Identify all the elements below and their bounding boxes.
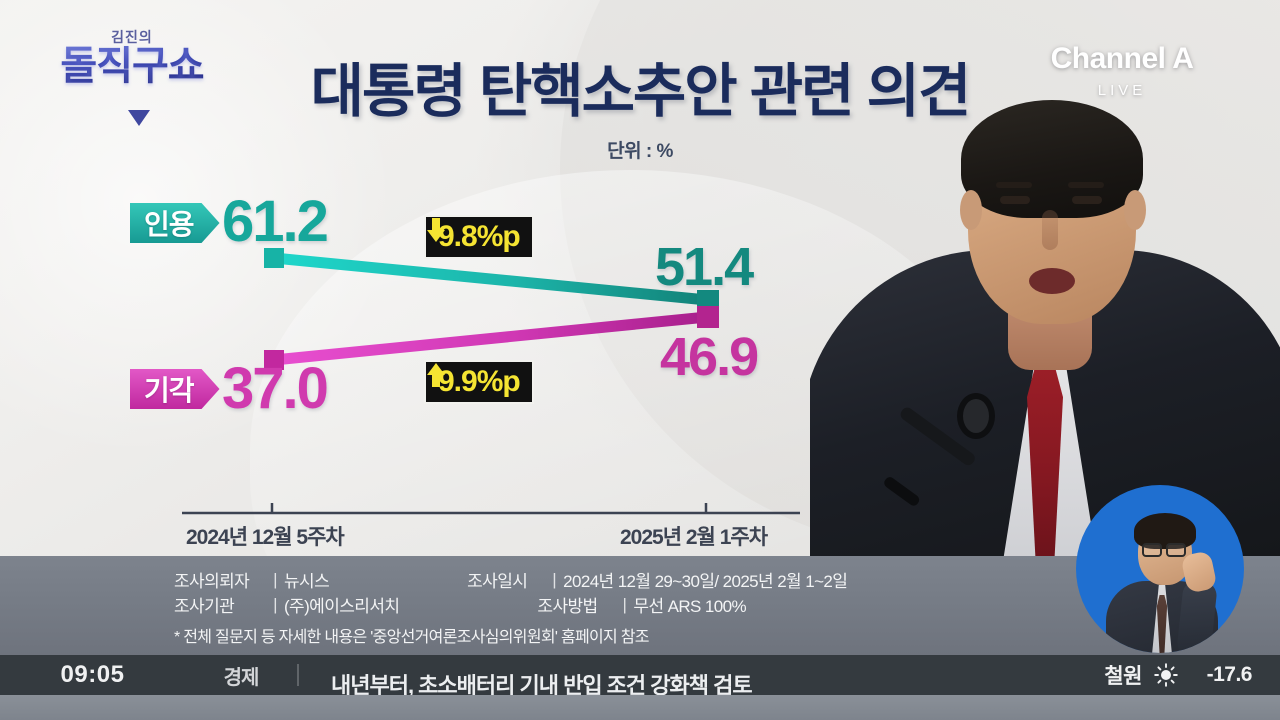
series-point-accept-start <box>264 248 284 268</box>
interpreter-tie <box>1156 595 1168 653</box>
survey-footnote: * 전체 질문지 등 자세한 내용은 '중앙선거여론조사심의위원회' 홈페이지 … <box>174 629 650 646</box>
guest-brow-left <box>996 182 1032 188</box>
series-point-reject-end <box>697 306 719 328</box>
show-logo: 김진의 돌직구쇼 <box>52 29 212 126</box>
survey-method-value: 무선 ARS 100% <box>633 597 746 616</box>
speech-bubble-tail-icon <box>128 110 150 126</box>
weather-temperature: -17.6 <box>1206 663 1253 686</box>
survey-source-row: 조사의뢰자 | 뉴시스 조사일시 | 2024년 12월 29~30일/ 202… <box>174 567 1174 592</box>
ticker-headline: 내년부터, 초소배터리 기내 반입 조건 강화책 검토 <box>331 673 753 695</box>
value-accept-start: 61.2 <box>222 189 329 254</box>
legend-chip-reject: 기각 <box>130 369 220 409</box>
legend-chip-accept: 인용 <box>130 203 220 243</box>
show-logo-title: 돌직구쇼 <box>52 46 212 86</box>
value-reject-start: 37.0 <box>222 356 329 421</box>
chart-canvas <box>182 248 800 515</box>
survey-date-value: 2024년 12월 29~30일/ 2025년 2월 1~2일 <box>563 572 848 591</box>
delta-reject-value: 9.9%p <box>438 365 521 398</box>
x-axis-label-left: 2024년 12월 5주차 <box>186 526 345 549</box>
arrow-down-icon <box>427 218 445 242</box>
series-point-reject-start <box>264 350 284 370</box>
channel-logo: Channel A LIVE <box>1022 42 1222 99</box>
x-axis-label-right: 2025년 2월 1주차 <box>620 526 768 549</box>
guest-ear-left <box>960 190 982 230</box>
survey-source-row: 조사기관 | (주)에이스리서치 조사방법 | 무선 ARS 100% <box>174 592 1174 617</box>
delta-badge-reject: 9.9%p <box>424 360 534 404</box>
clock: 09:05 <box>60 661 125 688</box>
survey-separator-4: | <box>622 594 627 614</box>
guest-ear-right <box>1124 190 1146 230</box>
microphone-icon <box>884 393 995 506</box>
survey-source-panel: 조사의뢰자 | 뉴시스 조사일시 | 2024년 12월 29~30일/ 202… <box>0 556 1280 655</box>
survey-separator: | <box>273 569 277 589</box>
ticker-divider <box>297 664 299 686</box>
survey-method-cell: 조사방법 | 무선 ARS 100% <box>537 592 746 617</box>
survey-agency-key: 조사기관 <box>174 597 235 616</box>
delta-accept-value: 9.8%p <box>438 220 521 253</box>
guest-nose <box>1042 210 1058 250</box>
survey-separator-2: | <box>552 569 557 589</box>
survey-source-rows: 조사의뢰자 | 뉴시스 조사일시 | 2024년 12월 29~30일/ 202… <box>174 567 1174 647</box>
legend-chip-reject-label: 기각 <box>144 375 194 406</box>
value-accept-end: 51.4 <box>655 237 754 297</box>
guest-mouth <box>1029 268 1075 294</box>
survey-date-key: 조사일시 <box>467 572 528 591</box>
ticker-category: 경제 <box>223 666 260 689</box>
channel-name: Channel A <box>1050 42 1194 75</box>
live-badge: LIVE <box>1097 82 1147 99</box>
survey-method-key: 조사방법 <box>537 597 598 616</box>
ticker-baseline <box>0 695 1280 720</box>
sun-icon <box>1154 663 1178 687</box>
value-reject-end: 46.9 <box>660 327 759 387</box>
line-chart: 인용 기각 61.2 37.0 51.4 46.9 9.8%p 9.9%p 20… <box>0 189 800 549</box>
guest-hair <box>961 100 1143 218</box>
series-line-accept <box>273 252 708 306</box>
survey-separator-3: | <box>273 594 277 614</box>
survey-date-cell: 조사일시 | 2024년 12월 29~30일/ 2025년 2월 1~2일 <box>467 567 848 592</box>
guest-eye-right <box>1072 196 1102 204</box>
interpreter-glasses-left <box>1142 543 1162 557</box>
survey-client-key: 조사의뢰자 <box>174 572 250 591</box>
show-logo-subtitle: 김진의 <box>111 29 153 45</box>
weather-city: 철원 <box>1104 665 1142 688</box>
survey-client-value: 뉴시스 <box>284 572 330 591</box>
weather-widget: 철원 -17.6 <box>1104 660 1280 690</box>
interpreter-glasses-right <box>1166 543 1186 557</box>
delta-badge-accept: 9.8%p <box>424 215 534 259</box>
arrow-up-icon <box>427 363 445 387</box>
news-ticker: 09:05 경제 내년부터, 초소배터리 기내 반입 조건 강화책 검토 철원 … <box>0 655 1280 695</box>
series-line-reject <box>273 311 708 366</box>
legend-chip-accept-label: 인용 <box>144 209 194 240</box>
guest-brow-right <box>1068 182 1104 188</box>
survey-agency-value: (주)에이스리서치 <box>284 597 400 616</box>
guest-eye-left <box>1000 196 1030 204</box>
sign-language-interpreter <box>1076 485 1244 653</box>
